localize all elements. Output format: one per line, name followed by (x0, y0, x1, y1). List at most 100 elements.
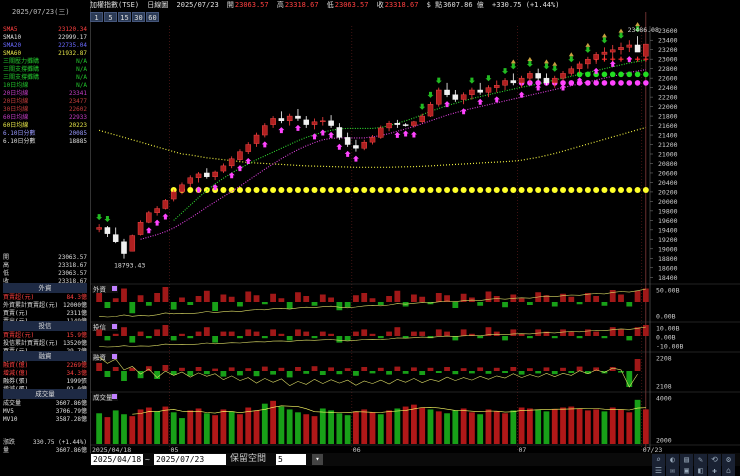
split-icon[interactable]: ◧ (694, 465, 707, 476)
flow-bar (394, 327, 401, 336)
indicator-row: 30日均線 22602 (3, 106, 88, 114)
keep-space-input[interactable]: 5 (276, 454, 306, 465)
end-date-input[interactable]: 2025/07/23 (154, 454, 226, 465)
mail-icon[interactable]: ✉ (666, 465, 679, 476)
support-dot (286, 187, 293, 194)
flow-bar (319, 371, 326, 375)
flow-bar (576, 366, 583, 371)
candle-body (551, 77, 558, 84)
pane-tick-label: 0.00B (656, 334, 676, 342)
pink-dot (634, 80, 641, 86)
flow-bar (261, 366, 268, 371)
flow-bar (278, 367, 285, 371)
ohlc-label: 開 (3, 254, 10, 261)
volume-bar (551, 409, 558, 444)
candle-body (419, 115, 425, 122)
volume-bar (295, 412, 301, 444)
gear-icon[interactable]: ⚙ (722, 454, 735, 465)
section-header: 投信 (3, 321, 87, 331)
timeframe-button-1[interactable]: 1 (90, 12, 103, 22)
support-dot (270, 187, 277, 194)
flow-bar (270, 293, 276, 302)
volume-bar (435, 411, 442, 444)
up-arrow-icon (294, 124, 301, 131)
footer-label: 量 (3, 447, 10, 454)
theme-icon[interactable]: ◐ (666, 454, 679, 465)
up-arrow-icon (352, 155, 359, 162)
start-date-input[interactable]: 2025/04/18 (91, 454, 143, 465)
volume-bar (576, 408, 583, 444)
up-arrow-icon (609, 60, 616, 67)
volume-bar (568, 406, 575, 444)
reset-icon[interactable]: ⟲ (708, 454, 721, 465)
flow-bar (212, 368, 219, 371)
section-row: 買賣超(元) 84.3億 (3, 294, 88, 302)
candle-body (262, 125, 268, 136)
up-arrow-icon (444, 101, 451, 108)
timeframe-button-15[interactable]: 15 (118, 12, 131, 22)
search-icon[interactable]: ⌕ (652, 454, 665, 465)
volume-bar (535, 409, 542, 444)
candle-body (585, 58, 591, 65)
flow-bar (560, 367, 566, 371)
support-dot (510, 187, 517, 194)
up-arrow-icon (228, 172, 235, 179)
flow-bar (278, 298, 285, 302)
window-icon[interactable]: ▣ (680, 465, 693, 476)
flow-bar (154, 329, 161, 336)
volume-bar (270, 400, 276, 444)
volume-bar (444, 413, 450, 444)
flow-bar (642, 325, 649, 336)
flow-bar (311, 336, 318, 339)
support-dot (626, 187, 633, 194)
section-label: 融券(張) (3, 378, 29, 385)
red-cross-marker (618, 56, 624, 62)
support-dot (568, 187, 575, 194)
flow-bar (634, 359, 641, 371)
flow-bar (411, 367, 417, 371)
menu-icon[interactable]: ☰ (652, 465, 665, 476)
flow-bar (195, 331, 202, 336)
flow-bar (203, 327, 210, 336)
down-arrow-icon (568, 56, 575, 63)
flow-bar (469, 297, 475, 302)
indicator-value: N/A (76, 82, 87, 89)
keep-space-label: 保留空間 (230, 454, 267, 464)
pane-tick-label: 2208 (656, 355, 672, 363)
candle-body (187, 177, 194, 184)
indicator-label: SMA20 (3, 42, 22, 49)
support-dot (253, 187, 260, 194)
down-arrow-icon (618, 32, 625, 39)
candle-body (112, 234, 119, 242)
down-arrow-icon (551, 65, 558, 72)
flow-bar (568, 296, 575, 302)
home-icon[interactable]: ⌂ (722, 465, 735, 476)
flow-bar (551, 336, 558, 339)
timeframe-bar: 1 5 15 30 60 (90, 12, 160, 23)
list-icon[interactable]: ▤ (680, 454, 693, 465)
y-tick-label: 18800 (658, 255, 678, 263)
down-arrow-icon (526, 61, 533, 68)
ohlc-row: 低 23063.57 (3, 270, 88, 278)
section-value: 12000億 (62, 302, 87, 309)
flow-bar (129, 302, 136, 314)
indicator-row: SMA5 23120.34 (3, 26, 88, 34)
volume-bar (336, 413, 343, 444)
stepper-icon[interactable]: ▾ (312, 454, 323, 465)
timeframe-button-30[interactable]: 30 (132, 12, 145, 22)
flow-bar (593, 367, 600, 371)
pink-dot (626, 80, 633, 86)
flow-bar (303, 331, 310, 336)
support-dot (361, 187, 368, 194)
add-icon[interactable]: ✚ (708, 465, 721, 476)
timeframe-button-60[interactable]: 60 (146, 12, 159, 22)
support-dot (377, 187, 384, 194)
draw-icon[interactable]: ✎ (694, 454, 707, 465)
timeframe-button-5[interactable]: 5 (104, 12, 117, 22)
up-arrow-icon (195, 186, 202, 193)
y-tick-label: 22400 (658, 84, 678, 92)
candle-body (502, 80, 508, 86)
volume-bar (518, 407, 525, 444)
candle-body (129, 235, 136, 252)
